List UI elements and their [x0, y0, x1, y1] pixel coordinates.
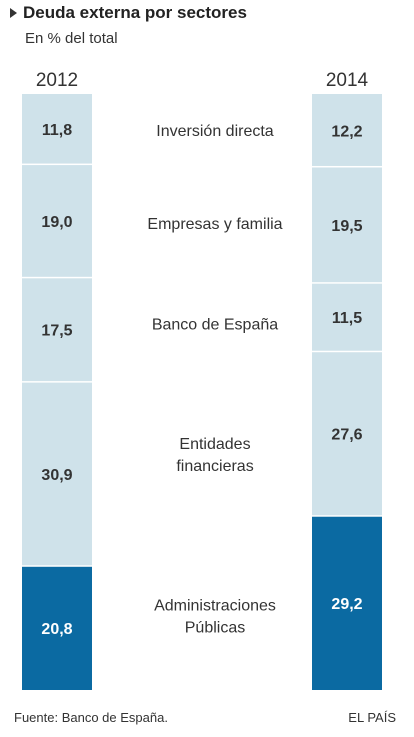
- data-label-2012-5: 20,8: [41, 621, 72, 638]
- bar-segment-2014-2: [312, 167, 382, 283]
- chart-subtitle: En % del total: [25, 30, 118, 47]
- bar-segment-2012-3: [22, 278, 92, 382]
- chart-title: Deuda externa por sectores: [23, 3, 247, 22]
- category-label-5-line-1: Administraciones: [154, 598, 276, 615]
- data-label-2014-1: 12,2: [331, 123, 362, 140]
- bar-segment-2014-1: [312, 94, 382, 166]
- bar-segment-2012-4: [22, 382, 92, 566]
- bar-segment-2014-3: [312, 283, 382, 351]
- bar-segment-2012-1: [22, 94, 92, 164]
- bar-segment-2012-5: [22, 566, 92, 690]
- category-label-2: Empresas y familia: [147, 216, 282, 233]
- data-label-2014-2: 19,5: [331, 218, 362, 235]
- bar-segment-2014-5: [312, 516, 382, 690]
- data-label-2012-2: 19,0: [41, 214, 72, 231]
- data-label-2014-4: 27,6: [331, 427, 362, 444]
- publisher-brand: EL PAÍS: [348, 710, 396, 725]
- data-label-2012-1: 11,8: [42, 122, 72, 139]
- title-bullet-icon: [10, 8, 17, 18]
- source-note: Fuente: Banco de España.: [14, 710, 168, 725]
- data-label-2012-3: 17,5: [41, 323, 72, 340]
- stacked-bar-chart: 2012 2014 11,8 19,0 17,5 30,9 20,8 12,2 19,5 11,5…: [22, 70, 382, 690]
- category-label-3: Banco de España: [152, 316, 278, 333]
- bar-segment-2014-4: [312, 352, 382, 516]
- column-header-2014: 2014: [326, 70, 369, 91]
- data-label-2012-4: 30,9: [41, 467, 72, 484]
- category-label-5-line-2: Públicas: [185, 620, 245, 637]
- category-label-1: Inversión directa: [156, 123, 273, 140]
- data-label-2014-5: 29,2: [331, 596, 362, 613]
- bar-segment-2012-2: [22, 165, 92, 277]
- category-label-4-line-1: Entidades: [179, 436, 250, 453]
- column-header-2012: 2012: [36, 70, 78, 91]
- category-label-4-line-2: financieras: [176, 458, 253, 475]
- data-label-2014-3: 11,5: [332, 310, 362, 327]
- chart-title-row: Deuda externa por sectores: [10, 3, 247, 23]
